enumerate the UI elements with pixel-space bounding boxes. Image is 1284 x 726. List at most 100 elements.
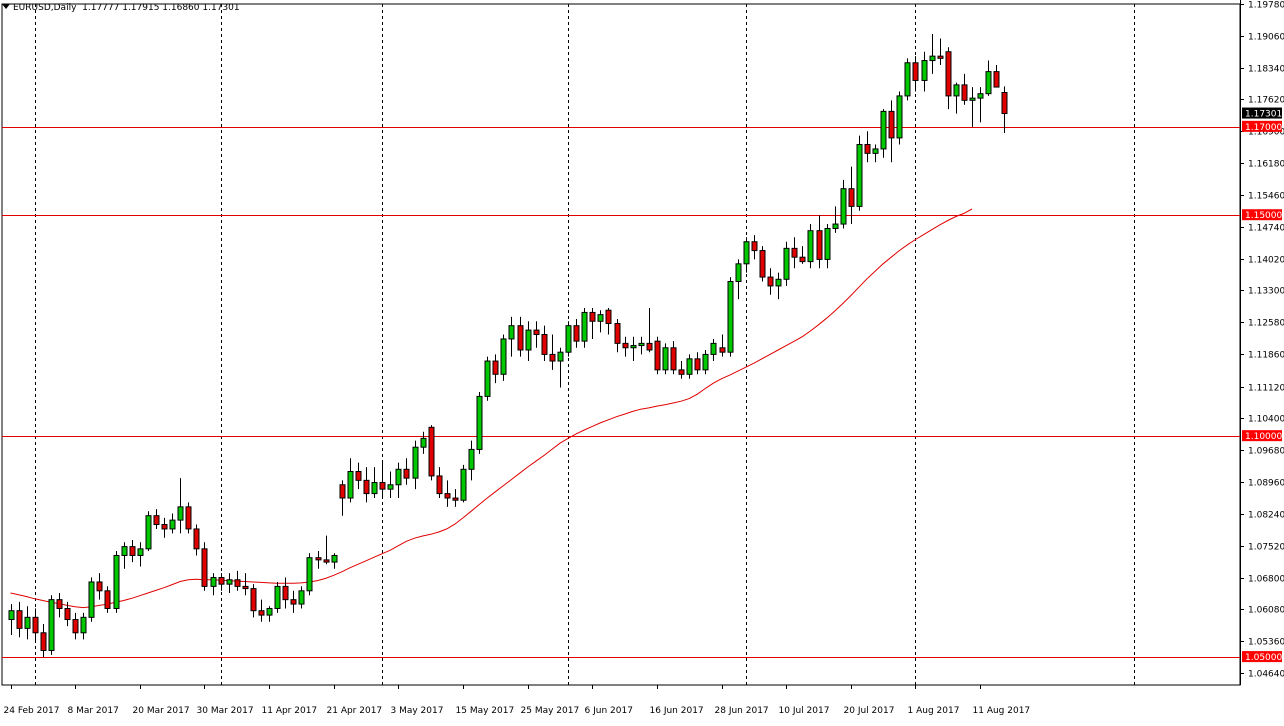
time-tick-label: 11 Aug 2017 xyxy=(973,706,1031,716)
candle xyxy=(210,573,217,596)
candle-body xyxy=(1001,92,1008,115)
candle xyxy=(840,179,847,229)
chart-header: EURUSD,Daily 1.17777 1.17915 1.16860 1.1… xyxy=(2,3,240,13)
candle xyxy=(8,604,15,635)
candle xyxy=(298,586,305,609)
candle-body xyxy=(694,358,701,371)
candle-body xyxy=(290,599,297,605)
level-tag-3-box xyxy=(1242,651,1282,663)
level-tag-1-box xyxy=(1242,209,1282,221)
candle-body xyxy=(702,353,709,371)
candle-body xyxy=(557,351,564,362)
candle xyxy=(177,478,184,534)
candle-body xyxy=(428,426,435,477)
candle xyxy=(64,601,71,627)
time-tick-label: 3 May 2017 xyxy=(391,706,444,716)
candle xyxy=(541,325,548,362)
candle-body xyxy=(525,329,532,351)
candle xyxy=(727,277,734,357)
time-tick-label: 6 Jun 2017 xyxy=(585,706,633,716)
candle xyxy=(363,467,370,503)
candle xyxy=(395,462,402,499)
candle-body xyxy=(969,97,976,101)
candle xyxy=(201,542,208,591)
candle xyxy=(40,623,47,658)
candle-body xyxy=(541,334,548,355)
candle xyxy=(791,237,798,269)
candle-body xyxy=(185,506,192,530)
candle xyxy=(137,542,144,567)
candle xyxy=(605,308,612,335)
candle xyxy=(549,334,556,370)
candle xyxy=(387,471,394,499)
candle-body xyxy=(638,342,645,347)
candle xyxy=(929,34,936,74)
candle-body xyxy=(646,342,653,351)
candle xyxy=(525,321,532,362)
candle xyxy=(282,577,289,609)
candle xyxy=(735,259,742,300)
candle xyxy=(355,462,362,490)
candle xyxy=(444,480,451,507)
candle-body xyxy=(678,369,685,375)
candle xyxy=(816,215,823,269)
time-tick-label: 15 May 2017 xyxy=(456,706,515,716)
candle xyxy=(743,237,750,273)
candle-body xyxy=(880,110,887,150)
candle xyxy=(331,553,338,569)
dropdown-triangle-icon[interactable] xyxy=(2,4,10,9)
candle xyxy=(630,336,637,362)
candle xyxy=(557,347,564,388)
candle xyxy=(896,91,903,145)
candle xyxy=(306,553,313,596)
candle-body xyxy=(412,446,419,479)
candle-body xyxy=(670,347,677,371)
price-tick-label: 1.04640 xyxy=(1248,670,1284,680)
candle-body xyxy=(8,610,15,621)
time-tick-label: 1 Aug 2017 xyxy=(908,706,960,716)
candle-body xyxy=(169,519,176,530)
candle xyxy=(767,268,774,295)
candle xyxy=(88,577,95,622)
candle-body xyxy=(961,84,968,101)
candle-body xyxy=(896,95,903,139)
level-tag-1-label: 1.15000 xyxy=(1245,211,1282,221)
candle xyxy=(912,56,919,92)
candle xyxy=(904,58,911,101)
candle-body xyxy=(832,223,839,229)
candle xyxy=(80,612,87,640)
candle-body xyxy=(145,515,152,550)
candle-body xyxy=(904,62,911,97)
candle-body xyxy=(315,557,322,561)
candle-body xyxy=(573,325,580,342)
price-tick-label: 1.11120 xyxy=(1248,384,1284,394)
candle xyxy=(517,316,524,357)
candle xyxy=(937,38,944,65)
time-tick-label: 28 Jun 2017 xyxy=(715,706,769,716)
candle-body xyxy=(403,468,410,479)
price-tick-label: 1.19780 xyxy=(1248,1,1284,11)
candle xyxy=(48,595,55,655)
candle xyxy=(145,511,152,552)
candle-body xyxy=(153,515,160,526)
price-tick-label: 1.14740 xyxy=(1248,224,1284,234)
price-tick-label: 1.11860 xyxy=(1248,351,1284,361)
candle-body xyxy=(565,325,572,353)
candle xyxy=(533,321,540,348)
candle-body xyxy=(104,590,111,609)
candle xyxy=(315,551,322,569)
candle xyxy=(961,73,968,105)
candle xyxy=(428,425,435,481)
candle-body xyxy=(888,110,895,139)
price-tick-label: 1.07520 xyxy=(1248,543,1284,553)
candle-body xyxy=(824,227,831,260)
candle xyxy=(985,60,992,96)
symbol-label: EURUSD,Daily xyxy=(13,3,77,13)
price-tick-label: 1.06080 xyxy=(1248,606,1284,616)
candle xyxy=(759,246,766,282)
candle-body xyxy=(476,395,483,450)
candle xyxy=(258,599,265,622)
candle xyxy=(945,47,952,110)
